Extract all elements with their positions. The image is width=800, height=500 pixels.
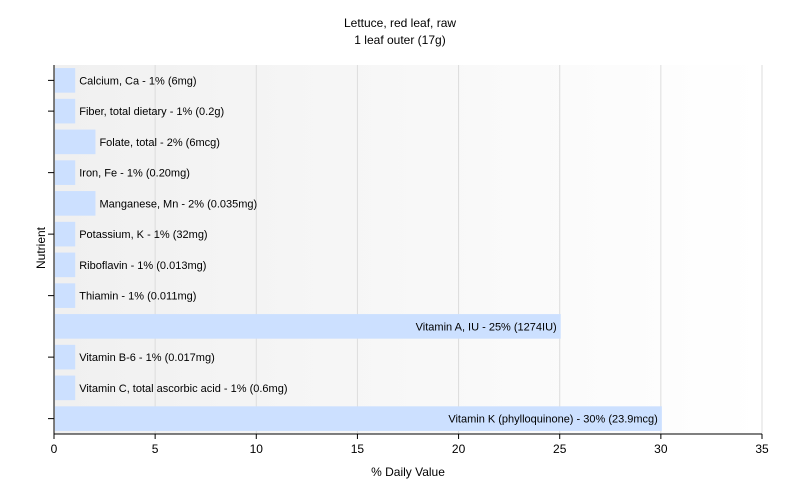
bar-data-label: Manganese, Mn - 2% (0.035mg) [99,198,257,210]
bar-data-label: Vitamin B-6 - 1% (0.017mg) [79,352,215,364]
y-axis-label: Nutrient [34,226,48,269]
bar-data-label: Vitamin K (phylloquinone) - 30% (23.9mcg… [448,414,658,426]
bar [55,314,561,339]
bar [55,406,662,431]
bar [55,344,76,370]
x-tick-label: 25 [553,442,567,456]
bars [55,68,662,431]
chart-title: Lettuce, red leaf, raw [344,16,456,30]
grid-lines [154,65,763,434]
x-tick-label: 10 [250,442,264,456]
bar-data-label: Thiamin - 1% (0.011mg) [79,291,196,303]
bar-data-label: Calcium, Ca - 1% (6mg) [79,75,196,87]
bar-data-label: Vitamin C, total ascorbic acid - 1% (0.6… [79,383,287,395]
bar [55,221,76,247]
bar-labels: Calcium, Ca - 1% (6mg) Fiber, total dieta… [79,75,658,425]
bar [55,283,76,308]
bar [55,252,76,278]
bar [55,191,96,216]
bar-data-label: Fiber, total dietary - 1% (0.2g) [79,106,224,118]
bar [55,129,96,155]
plot-background [54,65,762,434]
bar-data-label: Vitamin A, IU - 25% (1274IU) [416,321,557,333]
x-tick-label: 30 [654,442,668,456]
bar-data-label: Folate, total - 2% (6mcg) [99,137,219,149]
x-tick-label: 15 [351,442,365,456]
axes: 0 5 10 15 20 25 30 35 [48,65,769,456]
bar [55,68,76,93]
x-tick-label: 0 [51,442,58,456]
bar [55,160,76,185]
x-tick-label: 35 [755,442,769,456]
chart-subtitle: 1 leaf outer (17g) [354,33,445,47]
bar [55,375,76,401]
x-axis-label: % Daily Value [371,465,445,479]
bar-data-label: Riboflavin - 1% (0.013mg) [79,260,206,272]
bar-data-label: Iron, Fe - 1% (0.20mg) [79,168,190,180]
x-tick-label: 5 [152,442,159,456]
bar-data-label: Potassium, K - 1% (32mg) [79,229,207,241]
x-tick-label: 20 [452,442,466,456]
bar [55,98,76,124]
